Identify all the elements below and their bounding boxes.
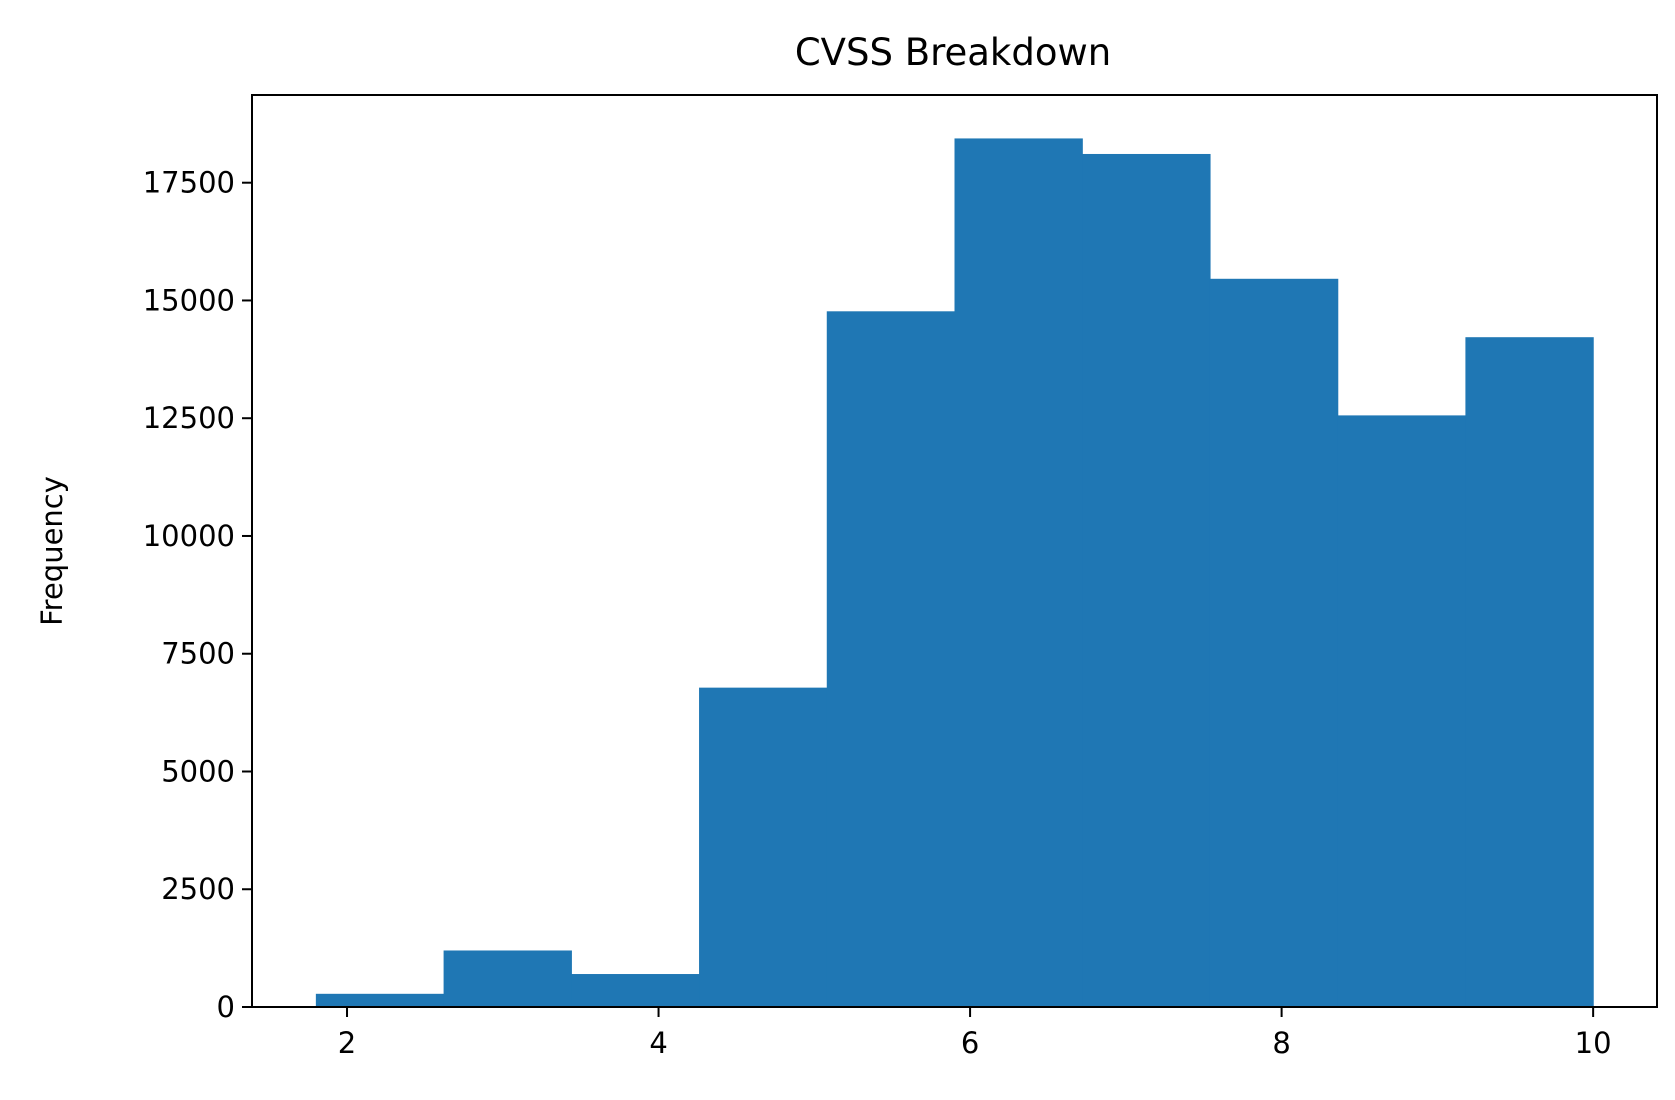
x-tick-label: 10 <box>1575 1026 1612 1060</box>
histogram-bar <box>1465 337 1594 1007</box>
histogram-bar <box>954 138 1083 1007</box>
x-axis: 2 4 6 8 10 <box>338 1007 1612 1060</box>
histogram-bar <box>315 993 445 1007</box>
histogram-bar <box>443 950 572 1007</box>
x-tick-label: 8 <box>1272 1026 1290 1060</box>
chart-title: CVSS Breakdown <box>795 31 1111 74</box>
y-tick-label: 15000 <box>143 283 235 317</box>
histogram-bar <box>1337 415 1467 1007</box>
y-tick-label: 0 <box>217 990 235 1024</box>
x-tick-label: 2 <box>338 1026 356 1060</box>
histogram-bar <box>699 687 828 1007</box>
x-tick-label: 6 <box>961 1026 979 1060</box>
histogram-bar <box>571 974 700 1007</box>
x-tick-label: 4 <box>649 1026 667 1060</box>
histogram-bar <box>1082 153 1211 1008</box>
y-tick-label: 10000 <box>143 519 235 553</box>
y-tick-label: 5000 <box>161 754 235 788</box>
plot-frame <box>251 94 1658 1008</box>
y-tick-label: 12500 <box>143 401 235 435</box>
y-axis: 0 2500 5000 7500 10000 12500 15000 17500 <box>143 166 252 1024</box>
y-axis-label: Frequency <box>35 476 69 626</box>
y-tick-label: 2500 <box>161 872 235 906</box>
bars-layer <box>315 138 1594 1008</box>
y-tick-label: 17500 <box>143 166 235 200</box>
y-tick-label: 7500 <box>161 637 235 671</box>
histogram-bar <box>1209 278 1339 1007</box>
histogram-bar <box>826 311 956 1007</box>
